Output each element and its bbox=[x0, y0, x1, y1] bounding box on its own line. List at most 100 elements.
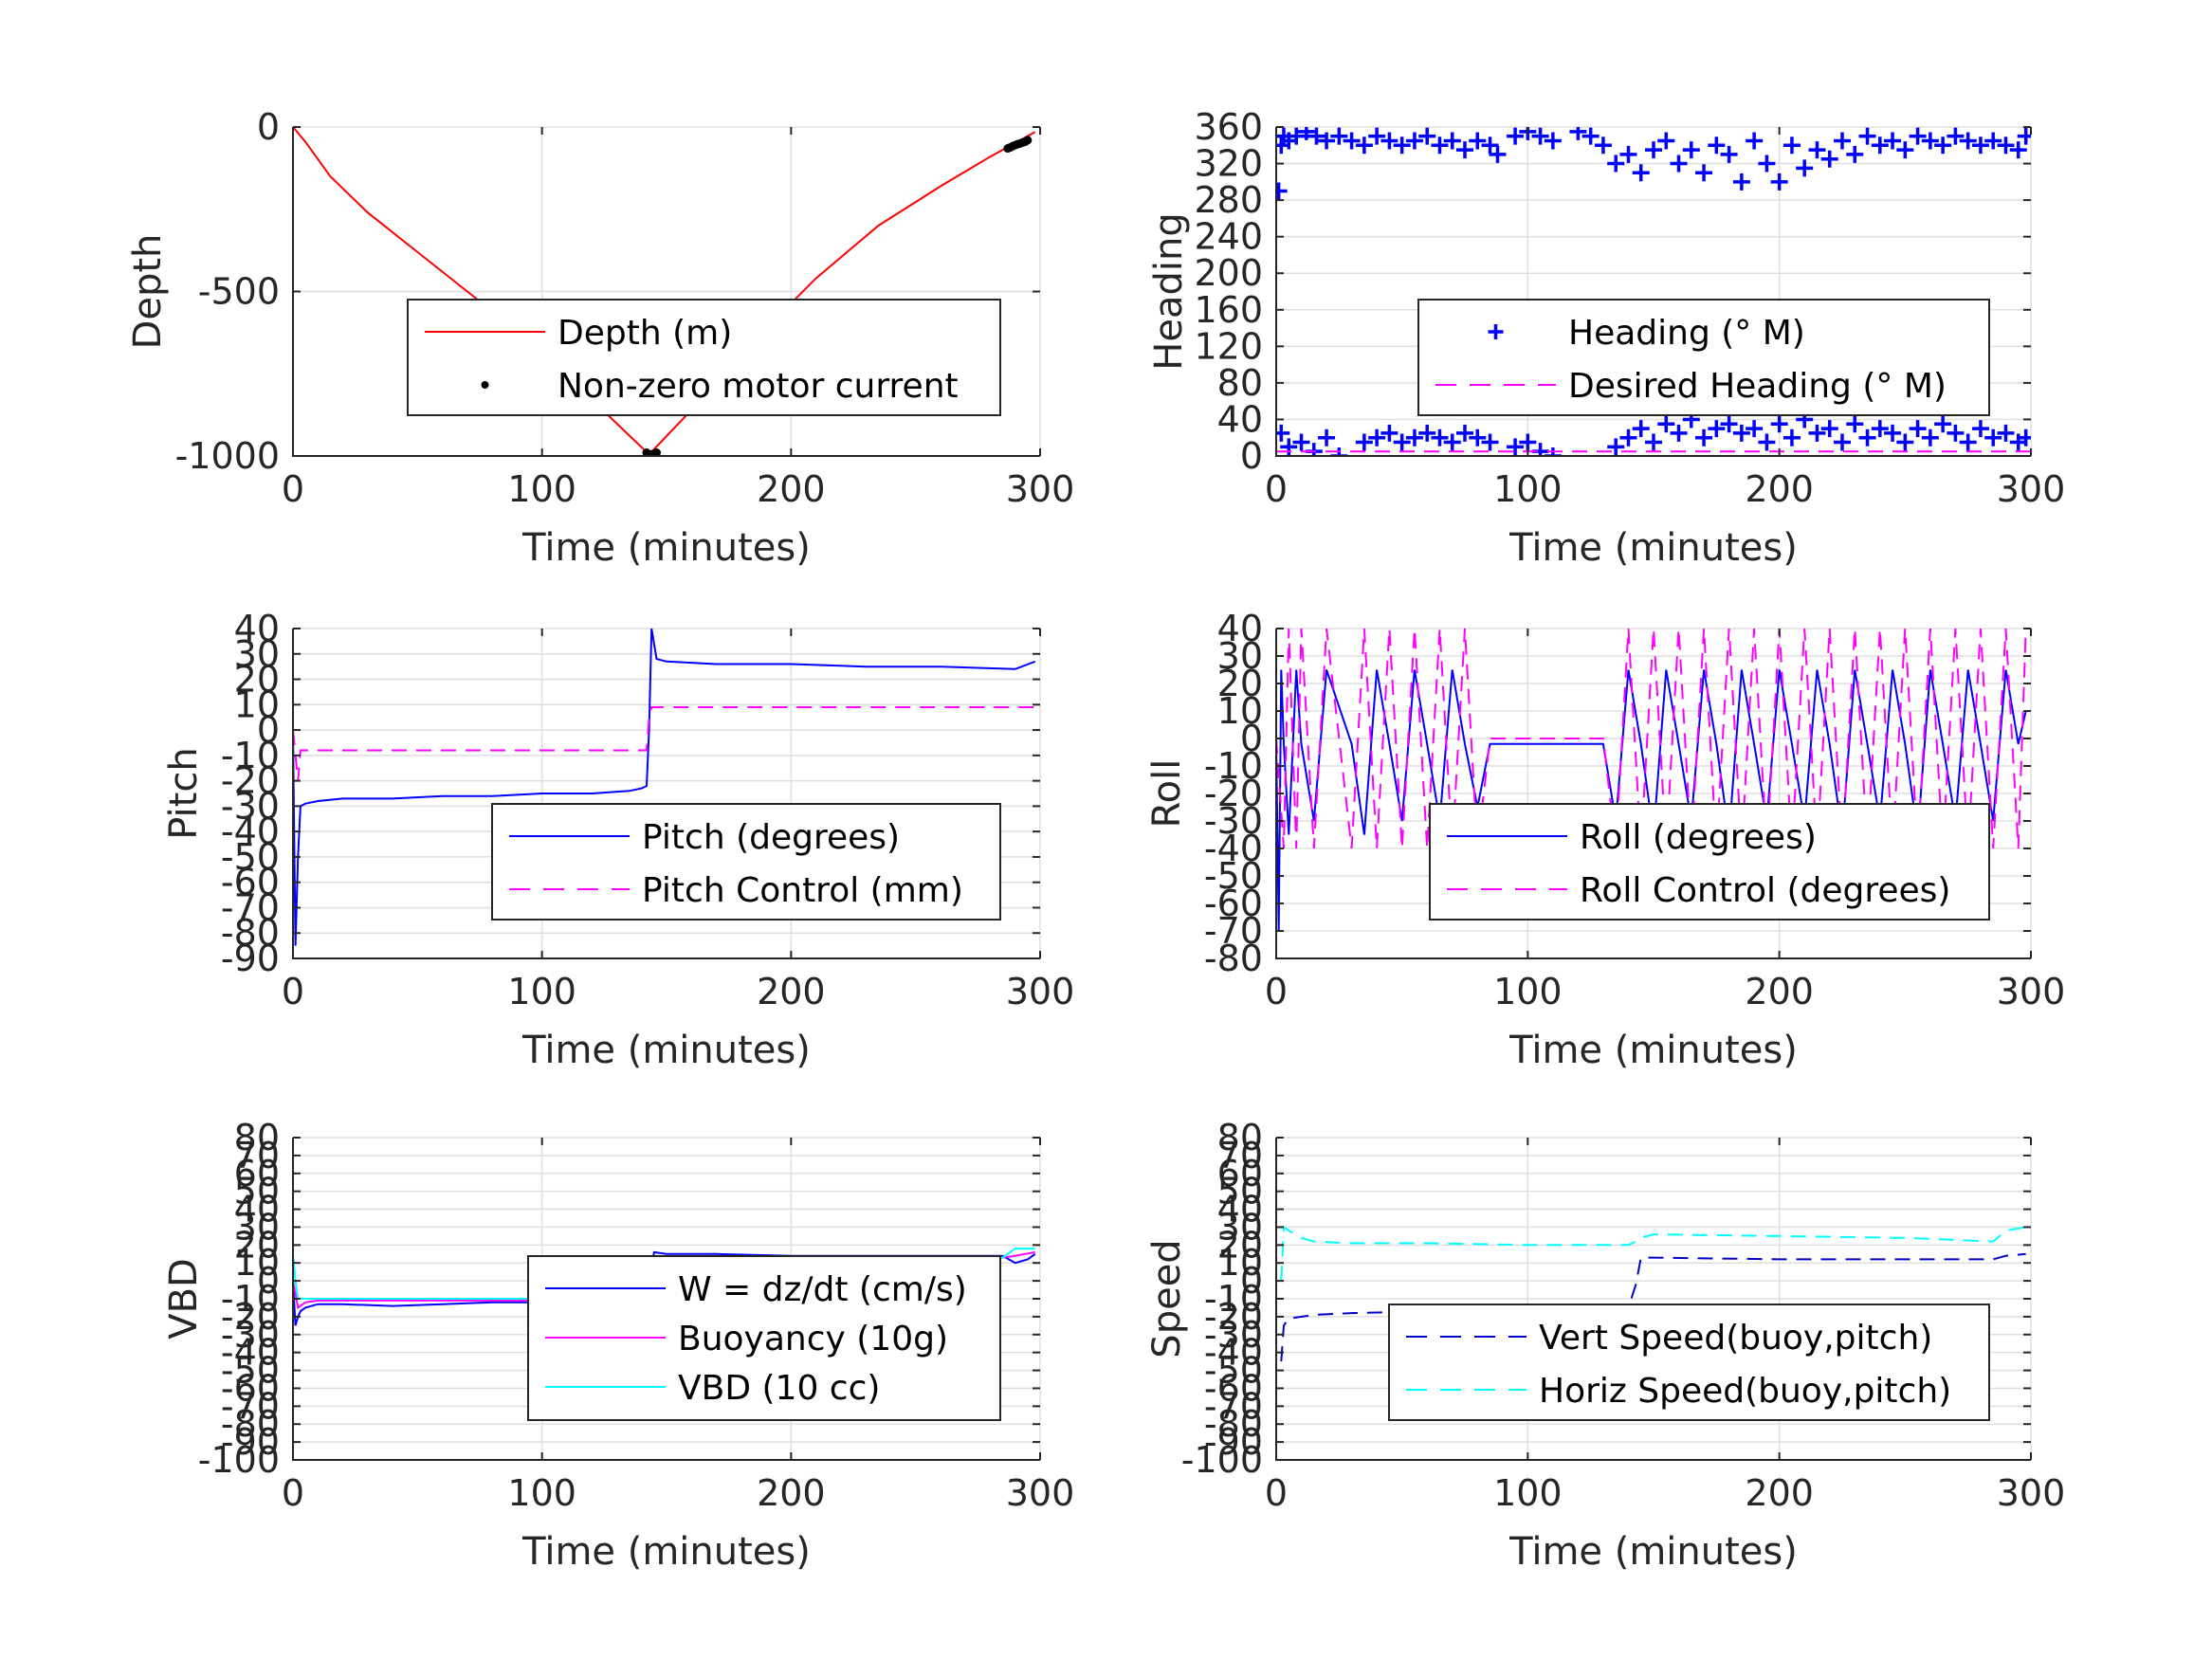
data-point bbox=[1834, 433, 1851, 451]
y-tick-label: 240 bbox=[1194, 216, 1263, 258]
data-point bbox=[1645, 433, 1662, 451]
y-tick-label: 0 bbox=[1240, 1260, 1263, 1302]
y-tick-label: 40 bbox=[234, 1189, 280, 1231]
y-tick-label: -100 bbox=[198, 1439, 280, 1481]
data-point bbox=[1746, 132, 1764, 150]
y-tick-label: 10 bbox=[234, 684, 280, 725]
data-point bbox=[1909, 420, 1927, 438]
data-point bbox=[1368, 127, 1386, 145]
legend-label: Pitch Control (mm) bbox=[642, 871, 963, 910]
x-tick-label: 0 bbox=[1265, 1472, 1288, 1514]
data-point bbox=[1670, 424, 1688, 442]
data-point bbox=[1280, 438, 1298, 456]
data-point bbox=[1834, 132, 1851, 150]
chart-depth: 0 100 200 300 0 -500 -1000 Time (minutes) Depth D… bbox=[126, 106, 1074, 570]
data-point bbox=[1695, 164, 1713, 182]
y-tick-label: 40 bbox=[234, 608, 280, 649]
data-point bbox=[1456, 424, 1473, 442]
y-tick-label: -90 bbox=[1204, 1421, 1263, 1463]
y-tick-label: 60 bbox=[1217, 1153, 1263, 1194]
data-point bbox=[1519, 433, 1537, 451]
y-tick-label: -30 bbox=[1204, 800, 1263, 842]
x-tick-label: 100 bbox=[1493, 1472, 1563, 1514]
x-tick-label: 300 bbox=[1997, 468, 2066, 510]
data-point bbox=[1858, 127, 1876, 145]
data-point bbox=[1507, 438, 1525, 456]
x-axis-label: Time (minutes) bbox=[1508, 1530, 1798, 1574]
x-tick-label: 200 bbox=[1745, 468, 1814, 510]
x-tick-label: 200 bbox=[1745, 1472, 1814, 1514]
y-axis-label: Heading bbox=[1147, 212, 1191, 370]
x-tick-label: 100 bbox=[507, 468, 576, 510]
data-point bbox=[1330, 447, 1348, 456]
y-tick-label: 280 bbox=[1194, 179, 1263, 221]
data-point bbox=[1288, 127, 1306, 145]
legend-marker bbox=[1488, 324, 1504, 339]
y-tick-label: -30 bbox=[221, 1314, 280, 1356]
y-tick-label: 30 bbox=[234, 1206, 280, 1248]
data-point bbox=[1418, 127, 1436, 145]
legend-label: Roll (degrees) bbox=[1580, 818, 1817, 857]
y-tick-label: -50 bbox=[221, 836, 280, 878]
y-tick-label: -40 bbox=[221, 811, 280, 852]
data-point bbox=[1971, 137, 1989, 155]
chart-roll: 0 100 200 300403020100-10-20-30-40-50-60-70… bbox=[1145, 608, 2065, 1072]
y-tick-label: -100 bbox=[1181, 1439, 1263, 1481]
data-point bbox=[1619, 145, 1637, 163]
data-point bbox=[1971, 420, 1989, 438]
data-point bbox=[1959, 433, 1977, 451]
data-point bbox=[1393, 137, 1411, 155]
data-point bbox=[1871, 137, 1889, 155]
y-tick-label: -80 bbox=[1204, 938, 1263, 979]
y-tick-label: -70 bbox=[221, 886, 280, 928]
data-point bbox=[1934, 415, 1952, 433]
x-tick-label: 100 bbox=[1493, 971, 1563, 1012]
chart-heading: 0 100 200 30036032028024020016012080400Time… bbox=[1147, 106, 2065, 570]
y-tick-label: -60 bbox=[1204, 883, 1263, 924]
x-tick-label: 0 bbox=[282, 468, 304, 510]
data-point bbox=[1544, 447, 1562, 456]
series-0-line bbox=[293, 629, 1036, 946]
x-tick-label: 0 bbox=[1265, 971, 1288, 1012]
y-tick-label: 80 bbox=[1217, 1117, 1263, 1158]
data-point bbox=[1770, 415, 1788, 433]
data-point bbox=[1318, 132, 1336, 150]
series-group bbox=[293, 629, 1036, 946]
data-point bbox=[1405, 428, 1423, 447]
data-point bbox=[1871, 420, 1889, 438]
y-tick-label: -70 bbox=[221, 1385, 280, 1427]
y-tick-label: 0 bbox=[1240, 435, 1263, 477]
y-tick-label: -50 bbox=[1204, 1350, 1263, 1392]
data-point bbox=[1431, 428, 1449, 447]
y-tick-label: -500 bbox=[198, 271, 280, 313]
legend-label: VBD (10 cc) bbox=[678, 1369, 880, 1408]
data-point bbox=[1581, 127, 1600, 145]
data-point bbox=[1632, 420, 1650, 438]
legend: Depth (m) Non-zero motor current bbox=[407, 299, 1001, 416]
y-tick-label: -20 bbox=[1204, 773, 1263, 814]
legend-label: Desired Heading (° M) bbox=[1568, 367, 1947, 406]
y-tick-label: -20 bbox=[221, 1296, 280, 1338]
legend-label: Pitch (degrees) bbox=[642, 818, 900, 857]
y-tick-label: 120 bbox=[1194, 325, 1263, 367]
data-point bbox=[1297, 127, 1315, 140]
y-tick-label: 50 bbox=[1217, 1171, 1263, 1212]
y-tick-label: 360 bbox=[1194, 106, 1263, 148]
y-tick-label: -30 bbox=[1204, 1314, 1263, 1356]
data-point bbox=[1808, 424, 1826, 442]
data-point bbox=[1695, 428, 1713, 447]
y-tick-label: 10 bbox=[1217, 1242, 1263, 1284]
data-point bbox=[2009, 141, 2027, 159]
data-point bbox=[2017, 127, 2031, 145]
y-axis-label: VBD bbox=[162, 1258, 206, 1340]
data-point bbox=[1607, 438, 1625, 456]
x-axis-label: Time (minutes) bbox=[1508, 526, 1798, 570]
y-tick-label: -10 bbox=[221, 735, 280, 776]
y-tick-label: 10 bbox=[1217, 690, 1263, 732]
y-tick-label: -70 bbox=[1204, 1385, 1263, 1427]
y-tick-label: -80 bbox=[1204, 1403, 1263, 1445]
legend: Vert Speed(buoy,pitch) Horiz Speed(buoy,p… bbox=[1388, 1304, 1990, 1421]
data-point bbox=[1544, 132, 1562, 150]
data-point bbox=[1619, 428, 1637, 447]
x-axis-label: Time (minutes) bbox=[521, 1029, 811, 1072]
